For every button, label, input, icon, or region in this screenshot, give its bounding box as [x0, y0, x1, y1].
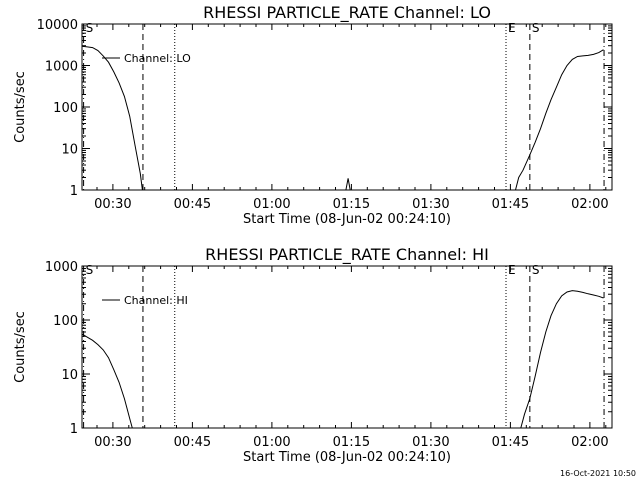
- x-tick-label: 00:45: [174, 197, 211, 212]
- y-tick-label: 10000: [37, 18, 78, 33]
- marker-label: S: [86, 21, 94, 35]
- y-tick-label: 100: [53, 101, 78, 116]
- chart-title: RHESSI PARTICLE_RATE Channel: LO: [203, 3, 491, 23]
- chart-panel-1: RHESSI PARTICLE_RATE Channel: LO 00:30 00:…: [13, 3, 613, 227]
- x-tick-label: 00:30: [94, 435, 131, 450]
- y-tick-label: 1000: [45, 60, 78, 75]
- x-axis-label: Start Time (08-Jun-02 00:24:10): [243, 450, 451, 465]
- series-line: [81, 45, 604, 191]
- y-tick-label: 1: [70, 422, 78, 437]
- plot-frame: [81, 265, 613, 429]
- y-axis-label: Counts/sec: [13, 311, 28, 383]
- legend-label: Channel: LO: [124, 52, 191, 65]
- y-axis-label: Counts/sec: [13, 71, 28, 143]
- x-tick-label: 01:30: [412, 435, 449, 450]
- y-tick-label: 10: [61, 368, 78, 383]
- marker-label: E: [508, 21, 516, 35]
- marker-label: S: [86, 263, 94, 277]
- x-tick-label: 00:45: [174, 435, 211, 450]
- x-tick-label: 01:15: [333, 435, 370, 450]
- plot-frame: [81, 23, 613, 191]
- marker-label: S: [532, 21, 540, 35]
- x-tick-label: 00:30: [94, 197, 131, 212]
- x-tick-label: 01:00: [253, 197, 290, 212]
- legend-label: Channel: HI: [124, 294, 188, 307]
- y-tick-label: 100: [53, 314, 78, 329]
- chart-panel-2: RHESSI PARTICLE_RATE Channel: HI 00:30 00:…: [13, 245, 613, 465]
- marker-label: E: [508, 263, 516, 277]
- x-tick-label: 01:30: [412, 197, 449, 212]
- x-axis-label: Start Time (08-Jun-02 00:24:10): [243, 212, 451, 227]
- x-tick-label: 02:00: [571, 435, 608, 450]
- series-line: [81, 290, 604, 429]
- y-tick-label: 1000: [45, 260, 78, 275]
- x-tick-label: 01:00: [253, 435, 290, 450]
- footer-timestamp: 16-Oct-2021 10:50: [560, 469, 636, 478]
- y-tick-label: 1: [70, 184, 78, 199]
- x-tick-label: 01:15: [333, 197, 370, 212]
- y-tick-label: 10: [61, 143, 78, 158]
- chart-title: RHESSI PARTICLE_RATE Channel: HI: [205, 245, 489, 265]
- x-tick-label: 02:00: [571, 197, 608, 212]
- x-tick-label: 01:45: [492, 435, 529, 450]
- x-tick-label: 01:45: [492, 197, 529, 212]
- marker-label: S: [532, 263, 540, 277]
